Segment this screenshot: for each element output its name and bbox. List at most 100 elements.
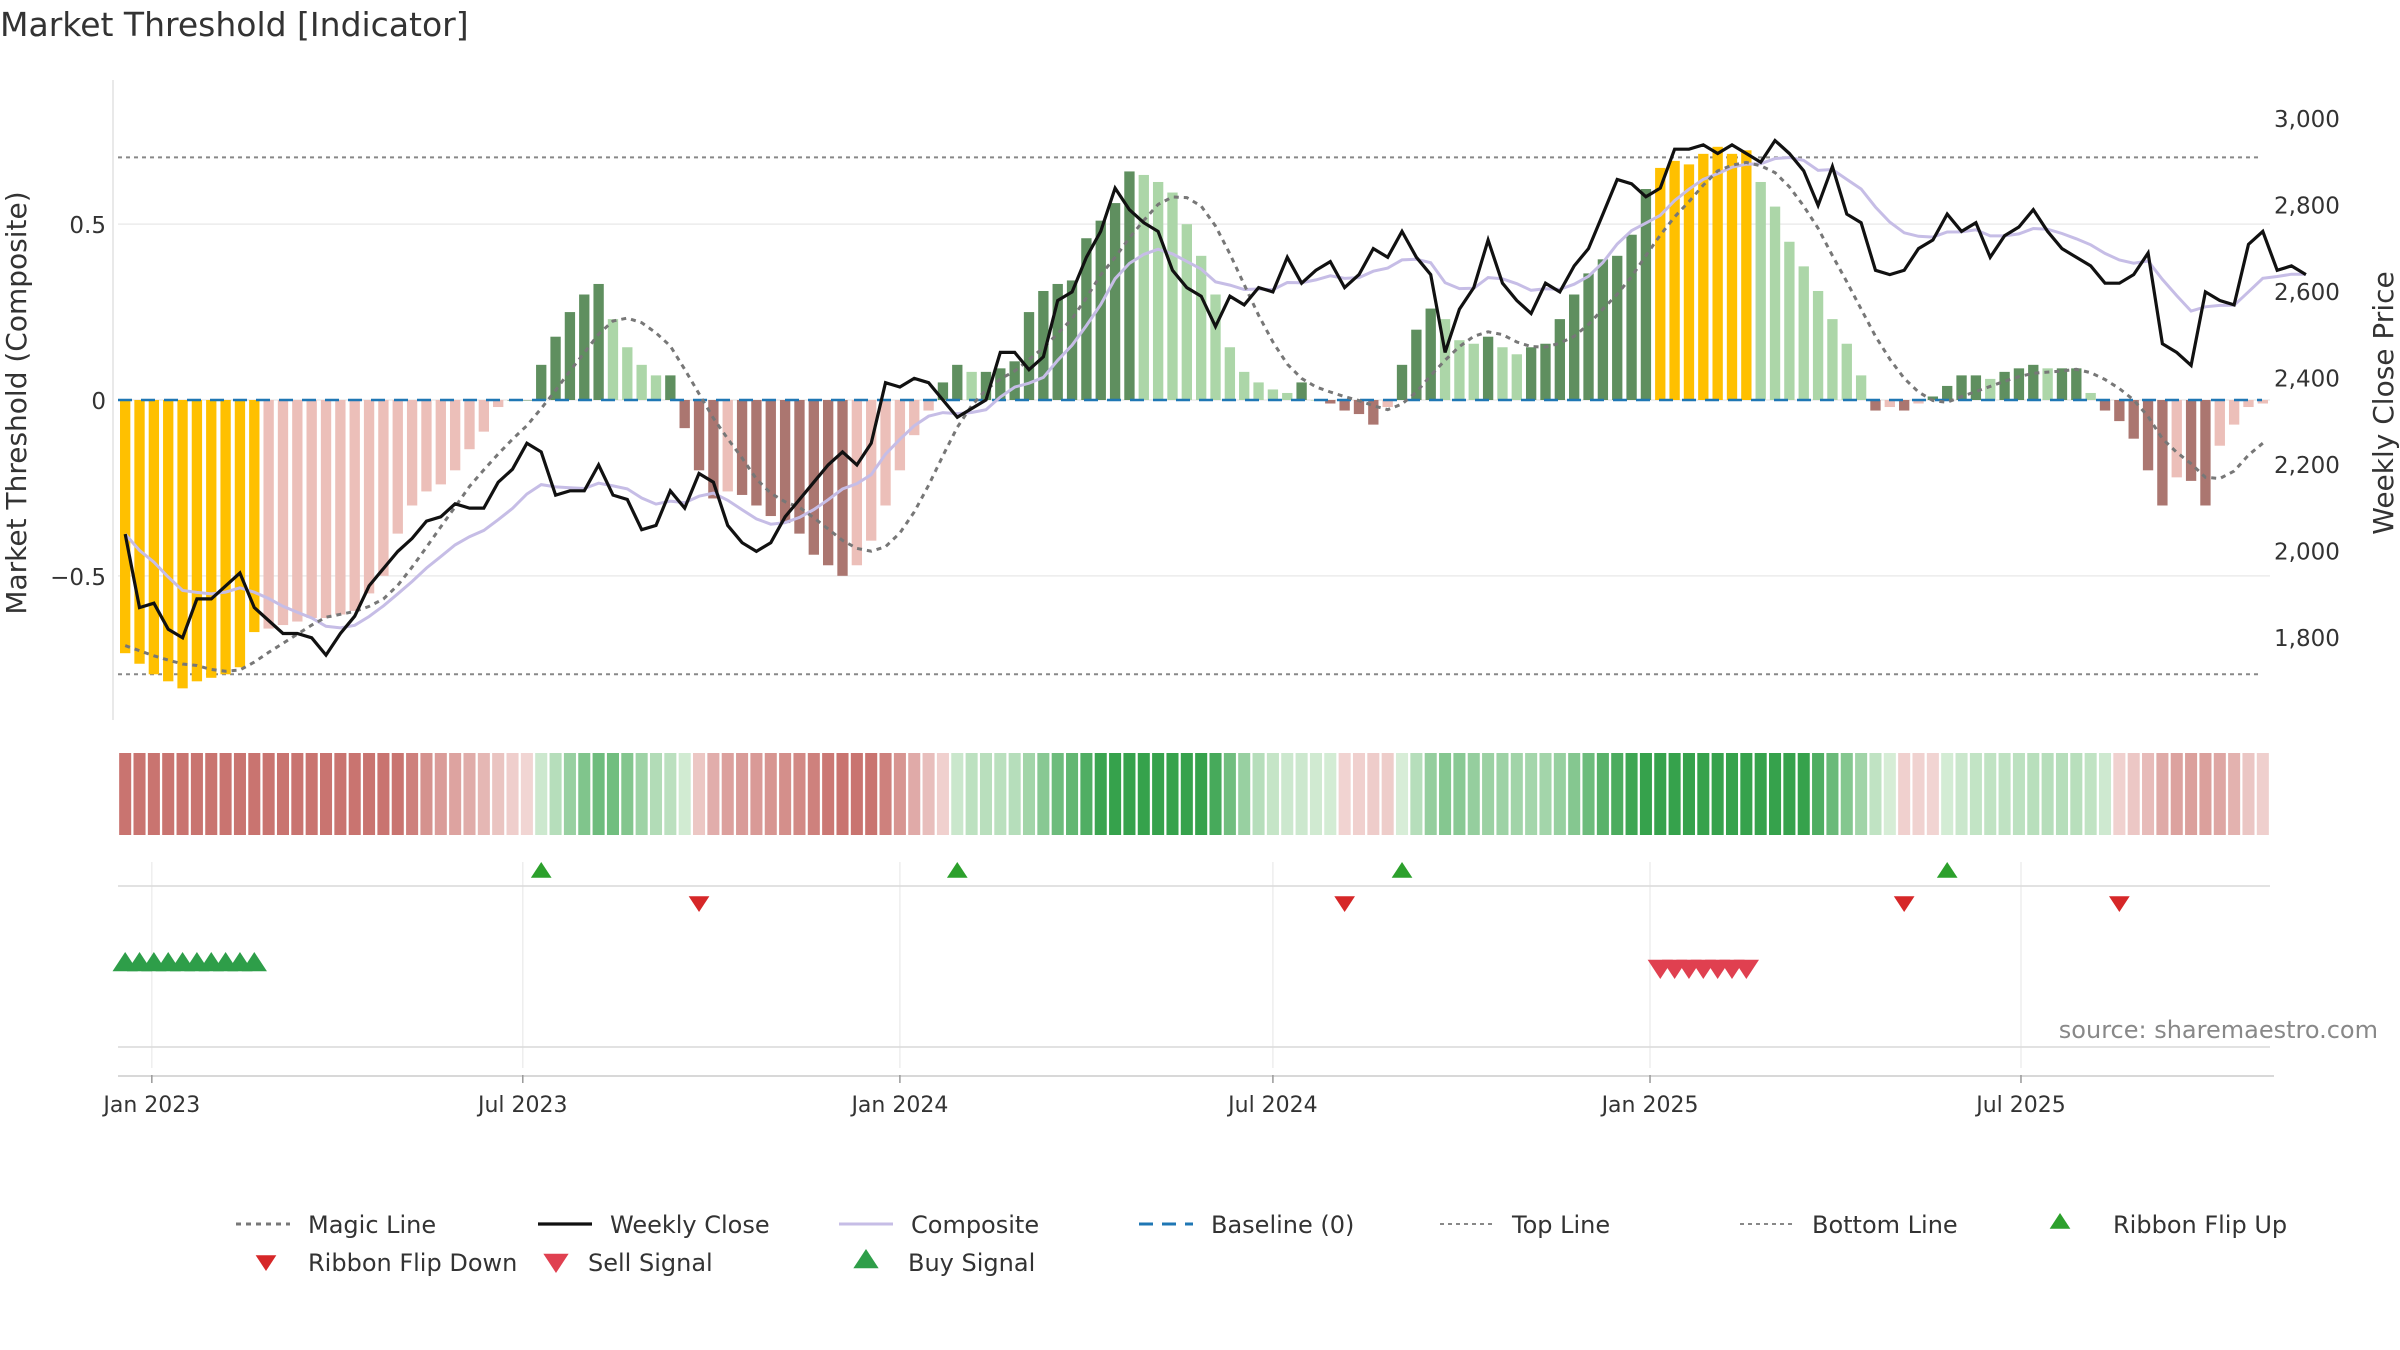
- composite-bar: [1282, 392, 1293, 400]
- x-tick-label: Jan 2025: [1600, 1093, 1699, 1118]
- ribbon-cell: [2256, 753, 2269, 835]
- composite-bar: [320, 400, 332, 619]
- composite-bar: [794, 400, 805, 534]
- ribbon-cell: [879, 753, 892, 835]
- source-label: source: sharemaestro.com: [2059, 1016, 2378, 1044]
- composite-bar: [2013, 368, 2025, 400]
- ribbon-cell: [190, 753, 203, 835]
- x-tick-label: Jul 2023: [476, 1093, 568, 1118]
- ribbon-cell: [707, 753, 720, 835]
- composite-bar: [1741, 150, 1752, 400]
- composite-bar: [1784, 241, 1795, 400]
- ribbon-cell: [1381, 753, 1394, 835]
- ribbon-cell: [1553, 753, 1566, 835]
- right-tick-label: 1,800: [2274, 626, 2340, 652]
- ribbon-cell: [836, 753, 849, 835]
- ribbon-cell: [908, 753, 921, 835]
- ribbon-cell: [822, 753, 835, 835]
- composite-bar: [1640, 189, 1652, 400]
- legend: Magic Line Weekly Close Composite Baseline …: [236, 1211, 2287, 1277]
- legend-label: Weekly Close: [610, 1211, 770, 1239]
- composite-bar: [1038, 290, 1049, 400]
- ribbon-cell: [506, 753, 519, 835]
- composite-bar: [1827, 319, 1838, 400]
- composite-bar: [636, 364, 647, 400]
- composite-bar: [1511, 354, 1522, 400]
- composite-bar: [1210, 294, 1221, 400]
- composite-bar: [894, 400, 906, 471]
- ribbon-cell: [1510, 753, 1523, 835]
- ribbon-cell: [1568, 753, 1581, 835]
- composite-bar: [1009, 361, 1020, 400]
- composite-bar: [2128, 400, 2139, 439]
- composite-bar: [2200, 400, 2211, 506]
- ribbon-cell: [320, 753, 333, 835]
- ribbon-cell: [951, 753, 964, 835]
- ribbon-cell: [276, 753, 290, 835]
- composite-bar: [1296, 382, 1307, 400]
- composite-bar: [1956, 375, 1967, 400]
- composite-bar: [1913, 400, 1924, 404]
- composite-bar: [564, 312, 576, 400]
- composite-bar: [2042, 368, 2053, 400]
- composite-bar: [464, 400, 475, 450]
- ribbon-cell: [1883, 753, 1896, 835]
- ribbon-cell: [621, 753, 634, 835]
- x-tick-label: Jan 2023: [101, 1093, 200, 1118]
- composite-bar: [2056, 368, 2068, 400]
- composite-bar: [1411, 329, 1422, 400]
- ribbon-cell: [2113, 753, 2126, 835]
- ribbon-cell: [1137, 753, 1150, 835]
- composite-bar: [866, 400, 877, 541]
- ribbon-cell: [1596, 753, 1609, 835]
- ribbon-cell: [492, 753, 505, 835]
- legend-label: Magic Line: [308, 1211, 436, 1239]
- legend-label: Ribbon Flip Down: [308, 1249, 517, 1277]
- ribbon-cell: [219, 753, 232, 835]
- ribbon-cell: [1912, 753, 1925, 835]
- composite-bar: [234, 400, 246, 668]
- ribbon-cell: [1266, 753, 1279, 835]
- composite-bar: [1109, 203, 1121, 400]
- composite-bar: [421, 400, 432, 492]
- ribbon-cell: [1295, 753, 1308, 835]
- ribbon-cell: [205, 753, 218, 835]
- right-tick-label: 3,000: [2274, 107, 2340, 133]
- composite-bar: [363, 400, 375, 594]
- ribbon-cell: [2041, 753, 2054, 835]
- ribbon-cell: [1238, 753, 1251, 835]
- ribbon-cell: [721, 753, 734, 835]
- composite-bar: [1267, 389, 1279, 400]
- ribbon-cell: [334, 753, 347, 835]
- ribbon-cell: [1008, 753, 1021, 835]
- ribbon-cell: [1195, 753, 1208, 835]
- ribbon-cell: [1209, 753, 1222, 835]
- legend-label: Buy Signal: [908, 1249, 1035, 1277]
- ribbon-cell: [2098, 753, 2112, 835]
- composite-bar: [292, 400, 303, 622]
- composite-bar: [1812, 290, 1824, 400]
- composite-bar: [1855, 375, 1867, 400]
- composite-bar: [220, 400, 231, 675]
- composite-bar: [779, 400, 791, 524]
- ribbon-cell: [965, 753, 978, 835]
- ribbon-cell: [693, 753, 706, 835]
- ribbon-cell: [1869, 753, 1882, 835]
- ribbon-cell: [664, 753, 677, 835]
- trend-ribbon: [119, 753, 2269, 835]
- left-axis-label: Market Threshold (Composite): [0, 191, 33, 614]
- ribbon-cell: [291, 753, 304, 835]
- ribbon-cell: [133, 753, 146, 835]
- composite-bar: [2257, 400, 2268, 404]
- composite-bar: [1942, 385, 1953, 400]
- composite-bar: [909, 400, 920, 436]
- composite-bar: [708, 400, 719, 499]
- legend-label: Bottom Line: [1812, 1211, 1958, 1239]
- ribbon-cell: [406, 753, 419, 835]
- ribbon-cell: [1482, 753, 1495, 835]
- composite-bar: [1698, 153, 1709, 400]
- composite-bar: [622, 347, 633, 400]
- composite-bar: [952, 364, 963, 400]
- ribbon-cell: [1367, 753, 1380, 835]
- ribbon-cell: [1955, 753, 1968, 835]
